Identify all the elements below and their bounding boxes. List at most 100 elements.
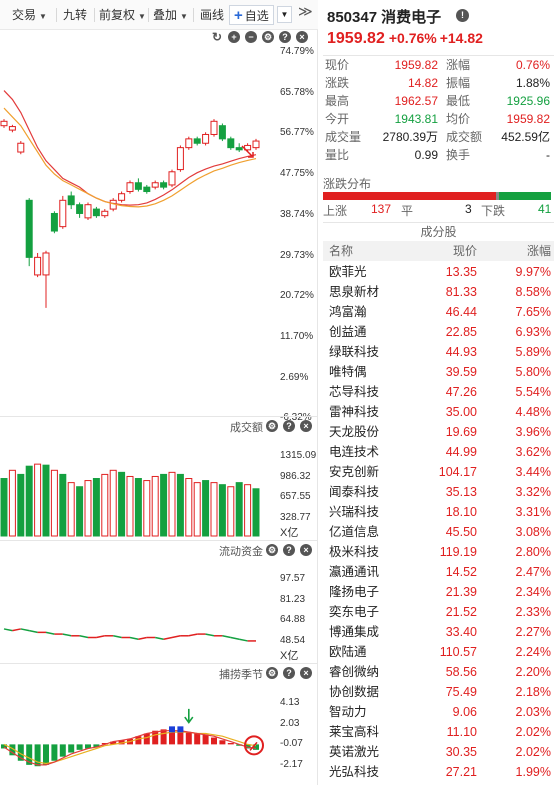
- chart-panel: 交易 ▼ 九转 前复权 ▼ 叠加 ▼ 画线 + 自选 ▼ ≫ ↻ + − ⚙? × 74.79%…: [0, 0, 318, 785]
- col-price[interactable]: 现价: [452, 244, 477, 258]
- quote-value: 14.82: [407, 76, 438, 90]
- rotate-icon[interactable]: ↻: [211, 29, 223, 44]
- flow-segment: [3, 628, 13, 632]
- season-bar: [93, 744, 100, 748]
- season-bar: [68, 744, 75, 753]
- close-icon[interactable]: ×: [300, 419, 312, 432]
- volume-bar: [134, 478, 142, 537]
- constituent-row[interactable]: 奕东电子 21.52 2.33%: [323, 602, 554, 622]
- ma-line-red: [3, 90, 257, 206]
- constituent-price: 14.52: [445, 565, 477, 579]
- constituent-row[interactable]: 亿道信息 45.50 3.08%: [323, 522, 554, 542]
- watchlist-dropdown-button[interactable]: ▼: [277, 6, 292, 23]
- settings-icon[interactable]: ⚙: [262, 30, 274, 43]
- candle: [143, 186, 151, 193]
- overlay-dropdown[interactable]: 叠加 ▼: [153, 5, 188, 25]
- volume-bar: [17, 473, 25, 537]
- constituent-name: 睿创微纳: [329, 665, 380, 679]
- stock-name: 消费电子: [381, 9, 442, 26]
- constituent-row[interactable]: 光弘科技 27.21 1.99%: [323, 762, 554, 782]
- constituent-price: 22.85: [445, 325, 477, 339]
- close-icon[interactable]: ×: [300, 666, 312, 679]
- nine-turn-button[interactable]: 九转: [63, 8, 88, 22]
- constituent-row[interactable]: 雷神科技 35.00 4.48%: [323, 402, 554, 422]
- last-price: 1959.82: [327, 30, 385, 47]
- constituent-row[interactable]: 芯导科技 47.26 5.54%: [323, 382, 554, 402]
- constituent-name: 思泉新材: [329, 285, 380, 299]
- volume-bar: [50, 469, 58, 537]
- col-change[interactable]: 涨幅: [526, 244, 551, 258]
- col-name[interactable]: 名称: [329, 244, 354, 258]
- flow-chart[interactable]: [0, 560, 275, 660]
- season-chart[interactable]: [0, 684, 275, 784]
- candle: [160, 182, 168, 188]
- close-icon[interactable]: ×: [300, 543, 312, 556]
- flow-unit: X亿: [280, 650, 299, 662]
- constituent-row[interactable]: 兴瑞科技 18.10 3.31%: [323, 502, 554, 522]
- constituents-header: 名称 现价 涨幅: [323, 241, 554, 261]
- flow-segment: [129, 636, 139, 640]
- volume-bar: [42, 464, 50, 537]
- constituent-row[interactable]: 睿创微纳 58.56 2.20%: [323, 662, 554, 682]
- constituent-row[interactable]: 绿联科技 44.93 5.89%: [323, 342, 554, 362]
- zoom-out-icon[interactable]: −: [245, 30, 257, 43]
- constituent-name: 安克创新: [329, 465, 380, 479]
- constituent-row[interactable]: 鸿富瀚 46.44 7.65%: [323, 302, 554, 322]
- add-watchlist-button[interactable]: + 自选: [229, 5, 274, 25]
- constituent-row[interactable]: 智动力 9.06 2.03%: [323, 702, 554, 722]
- constituent-row[interactable]: 瀛通通讯 14.52 2.47%: [323, 562, 554, 582]
- constituent-row[interactable]: 闻泰科技 35.13 3.32%: [323, 482, 554, 502]
- trade-dropdown[interactable]: 交易 ▼: [12, 5, 47, 25]
- axis-tick-label: 1315.09: [280, 450, 317, 461]
- candle: [17, 142, 25, 153]
- volume-chart[interactable]: [0, 438, 275, 538]
- quote-label: 涨跌: [325, 76, 350, 90]
- constituent-row[interactable]: 电连技术 44.99 3.62%: [323, 442, 554, 462]
- quote-label: 今开: [325, 112, 350, 126]
- constituent-row[interactable]: 天龙股份 19.69 3.96%: [323, 422, 554, 442]
- constituent-name: 光弘科技: [329, 765, 380, 779]
- quote-value: 0.76%: [515, 58, 550, 72]
- season-bar: [1, 744, 7, 749]
- settings-icon[interactable]: ⚙: [266, 666, 278, 679]
- constituent-row[interactable]: 极米科技 119.19 2.80%: [323, 542, 554, 562]
- constituent-row[interactable]: 隆扬电子 21.39 2.34%: [323, 582, 554, 602]
- zoom-in-icon[interactable]: +: [228, 30, 240, 43]
- info-icon[interactable]: !: [456, 9, 469, 22]
- help-icon[interactable]: ?: [283, 419, 295, 432]
- help-icon[interactable]: ?: [279, 30, 291, 43]
- season-bar: [26, 744, 33, 765]
- constituent-row[interactable]: 欧陆通 110.57 2.24%: [323, 642, 554, 662]
- settings-icon[interactable]: ⚙: [266, 419, 278, 432]
- draw-line-button[interactable]: 画线: [200, 8, 225, 22]
- panel-divider: [0, 663, 318, 664]
- constituent-row[interactable]: 创益通 22.85 6.93%: [323, 322, 554, 342]
- constituent-row[interactable]: 英诺激光 30.35 2.02%: [323, 742, 554, 762]
- volume-bar: [34, 463, 42, 537]
- adjust-dropdown[interactable]: 前复权 ▼: [99, 5, 146, 25]
- settings-icon[interactable]: ⚙: [266, 543, 278, 556]
- flow-segment: [113, 635, 122, 639]
- constituent-price: 21.39: [445, 585, 477, 599]
- close-icon[interactable]: ×: [296, 30, 308, 43]
- constituent-row[interactable]: 思泉新材 81.33 8.58%: [323, 282, 554, 302]
- constituent-row[interactable]: 唯特偶 39.59 5.80%: [323, 362, 554, 382]
- season-bar: [101, 743, 108, 745]
- candlestick-chart[interactable]: [0, 44, 318, 416]
- more-double-chevron-icon[interactable]: ≫: [298, 3, 313, 19]
- constituent-row[interactable]: 安克创新 104.17 3.44%: [323, 462, 554, 482]
- help-icon[interactable]: ?: [283, 666, 295, 679]
- constituent-row[interactable]: 协创数据 75.49 2.18%: [323, 682, 554, 702]
- axis-tick-label: 38.74%: [280, 208, 314, 220]
- volume-bar: [76, 486, 84, 537]
- constituent-name: 欧陆通: [329, 645, 367, 659]
- quote-panel: 850347 消费电子 ! 1959.82 +0.76% +14.82 现价 1959.…: [319, 0, 554, 785]
- volume-bar: [168, 471, 176, 537]
- constituent-row[interactable]: 莱宝高科 11.10 2.02%: [323, 722, 554, 742]
- help-icon[interactable]: ?: [283, 543, 295, 556]
- constituent-row[interactable]: 博通集成 33.40 2.27%: [323, 622, 554, 642]
- caret-down-icon: ▼: [180, 12, 188, 21]
- season-bar: [9, 744, 16, 756]
- constituent-row[interactable]: 欧菲光 13.35 9.97%: [323, 262, 554, 282]
- axis-tick-label: 56.77%: [280, 127, 314, 139]
